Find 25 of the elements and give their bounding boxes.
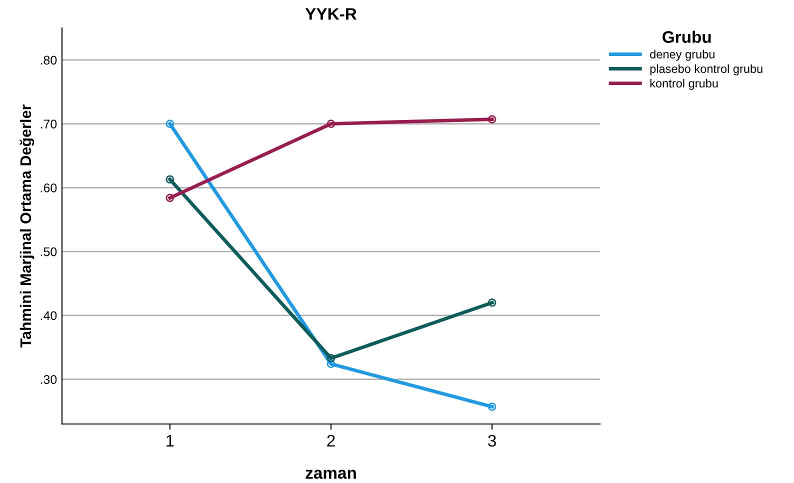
- y-tick-label: .40: [40, 311, 57, 320]
- point: [326, 354, 336, 362]
- x-tick-label: 3: [488, 434, 496, 447]
- legend-label: kontrol grubu: [650, 78, 718, 90]
- y-tick-label: .60: [40, 183, 57, 192]
- legend-title: Grubu: [662, 30, 711, 43]
- x-tick-label: 2: [327, 434, 335, 446]
- point: [166, 194, 174, 202]
- y-tick-label: .70: [40, 120, 57, 128]
- chart-title: YYK-R: [305, 8, 357, 20]
- y-tick-label: .50: [40, 247, 57, 256]
- legend-label: deney grubu: [650, 50, 714, 61]
- y-tick-label: .80: [40, 56, 57, 65]
- point: [326, 360, 336, 368]
- point: [326, 120, 336, 128]
- y-axis-title: Tahmini Marjinal Ortama Değerler: [20, 104, 34, 348]
- point: [488, 115, 496, 124]
- x-axis-title: zaman: [306, 470, 356, 479]
- point: [166, 175, 174, 184]
- y-tick-label: .30: [40, 375, 57, 384]
- point: [488, 402, 496, 411]
- x-tick-label: 1: [166, 435, 174, 446]
- point: [166, 120, 174, 128]
- legend-label: plasebo kontrol grubu: [650, 64, 762, 76]
- point: [488, 298, 496, 307]
